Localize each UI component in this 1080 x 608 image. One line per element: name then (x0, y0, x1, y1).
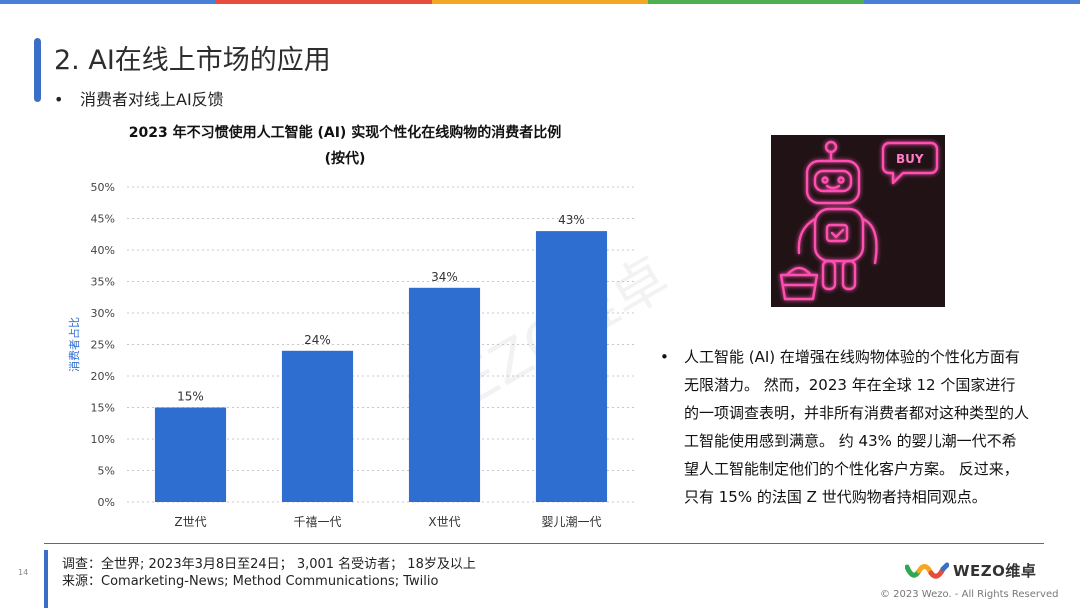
data-label: 34% (431, 270, 458, 284)
top-bar-segment-blue-2 (864, 0, 1080, 4)
top-bar-segment-green (648, 0, 864, 4)
y-tick-label: 5% (98, 465, 115, 478)
top-bar-segment-blue (0, 0, 216, 4)
x-tick-label: Z世代 (174, 515, 206, 529)
section-bullet-text: 消费者对线上AI反馈 (80, 90, 224, 109)
bar (154, 407, 227, 502)
top-color-bar (0, 0, 1080, 4)
y-tick-label: 45% (91, 213, 115, 226)
y-tick-label: 25% (91, 339, 115, 352)
chart-title-line1: 2023 年不习惯使用人工智能 (AI) 实现个性化在线购物的消费者比例 (128, 125, 562, 141)
description-text: 人工智能 (AI) 在增强在线购物体验的个性化方面有无限潜力。 然而，2023 … (684, 348, 1030, 506)
page-number: 14 (18, 568, 29, 577)
footer-notes: 调查：全世界; 2023年3月8日至24日； 3,001 名受访者； 18岁及以… (62, 556, 476, 590)
title-accent-bar (34, 38, 41, 102)
wezo-logo-icon (905, 562, 949, 579)
robot-shopping-icon: BUY (779, 140, 939, 301)
y-tick-label: 35% (91, 276, 115, 289)
description-bullet: • 人工智能 (AI) 在增强在线购物体验的个性化方面有无限潜力。 然而，202… (660, 343, 1030, 511)
y-tick-label: 10% (91, 433, 115, 446)
footer-accent-bar (44, 550, 48, 608)
copyright: © 2023 Wezo. - All Rights Reserved (880, 589, 1059, 600)
company-logo: WEZO维卓 (905, 560, 1036, 581)
y-tick-label: 0% (98, 496, 115, 509)
bar (281, 350, 354, 502)
y-tick-label: 30% (91, 307, 115, 320)
source-note: 来源：Comarketing-News; Method Communicatio… (62, 574, 439, 589)
data-label: 24% (304, 333, 331, 347)
y-tick-label: 40% (91, 244, 115, 257)
footer-divider (44, 543, 1044, 544)
chart-title: 2023 年不习惯使用人工智能 (AI) 实现个性化在线购物的消费者比例 (按代… (70, 120, 620, 172)
data-label: 15% (177, 390, 204, 404)
bar (408, 287, 481, 502)
logo-text: WEZO维卓 (953, 562, 1037, 580)
bullet-marker: • (660, 348, 669, 366)
y-tick-label: 50% (91, 181, 115, 194)
bar (535, 231, 608, 502)
chart-title-line2: (按代) (324, 151, 366, 167)
survey-note: 调查：全世界; 2023年3月8日至24日； 3,001 名受访者； 18岁及以… (62, 557, 476, 572)
section-bullet: • 消费者对线上AI反馈 (54, 86, 224, 110)
buy-label: BUY (896, 152, 924, 166)
y-tick-label: 20% (91, 370, 115, 383)
y-tick-label: 15% (91, 402, 115, 415)
x-tick-label: 婴儿潮一代 (541, 514, 601, 529)
x-tick-label: X世代 (428, 515, 460, 529)
bar-chart: 0% 5% 10% 15% 20% 25% 30% 35% 40% 45% 50% 消费者占比 15% Z… (67, 181, 635, 529)
top-bar-segment-yellow (432, 0, 648, 4)
bullet-marker: • (54, 90, 64, 109)
y-axis-label: 消费者占比 (67, 317, 81, 372)
data-label: 43% (558, 213, 585, 227)
top-bar-segment-red (216, 0, 432, 4)
x-tick-label: 千禧一代 (293, 515, 341, 529)
robot-shopping-image: BUY (771, 135, 945, 307)
slide-title: 2. AI在线上市场的应用 (54, 45, 331, 76)
